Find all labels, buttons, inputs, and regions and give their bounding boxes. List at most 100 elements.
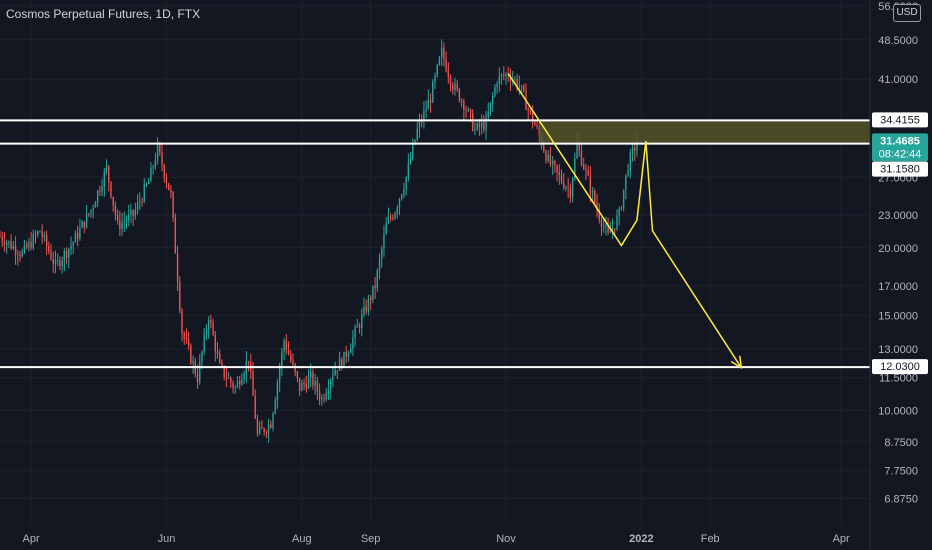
candle-body (629, 152, 632, 171)
candle-body (472, 113, 474, 131)
candle-body (432, 81, 434, 103)
candle-body (210, 320, 212, 323)
candle-body (565, 187, 567, 189)
candle-body (334, 370, 336, 376)
candle-body (103, 171, 106, 187)
candle-body (600, 219, 603, 227)
candle-body (636, 142, 638, 151)
candle-body (305, 383, 307, 389)
candle-body (79, 227, 81, 239)
candle-body (336, 370, 339, 372)
candle-body (23, 244, 26, 252)
candle-body (520, 85, 523, 87)
candle-body (412, 143, 414, 159)
level-badge-text: 31.1580 (880, 164, 920, 176)
candle-body (221, 363, 223, 366)
price-tick-label: 11.5000 (879, 373, 918, 385)
time-tick-label: Apr (833, 533, 850, 545)
candle-body (227, 377, 230, 379)
candle-body (314, 381, 316, 386)
candle-body (307, 377, 310, 389)
last-price-badge-text: 08:42:44 (879, 148, 922, 160)
time-axis: Apr Jun Aug Sep Nov 2022 Feb Apr (23, 533, 851, 545)
candle-body (212, 322, 214, 335)
candle-body (223, 365, 225, 377)
currency-button[interactable]: USD (893, 4, 921, 22)
candle-body (167, 183, 170, 190)
candle-body (128, 214, 130, 221)
candle-body (172, 192, 174, 218)
candle-body (480, 122, 483, 128)
candle-body (43, 235, 46, 237)
candle-body (467, 109, 469, 111)
candle-body (61, 260, 63, 267)
price-tick-label: 10.0000 (878, 406, 918, 418)
candle-body (123, 221, 125, 223)
candle-body (587, 169, 589, 176)
candle-body (114, 205, 117, 215)
time-tick-label: Sep (361, 533, 381, 545)
candle-body (436, 64, 438, 76)
candle-body (3, 241, 6, 246)
candle-body (121, 222, 123, 229)
candle-body (88, 213, 90, 215)
candle-body (52, 259, 54, 265)
candle-body (21, 251, 23, 257)
candle-body (547, 154, 549, 161)
candle-body (578, 143, 580, 151)
candle-body (267, 424, 270, 433)
candle-body (283, 340, 285, 352)
candle-body (274, 400, 276, 414)
candle-body (238, 381, 241, 385)
candle-body (531, 111, 534, 123)
candle-body (287, 350, 290, 355)
candle-body (278, 368, 281, 383)
candle-body (136, 202, 139, 210)
projection-path[interactable] (507, 73, 742, 369)
candle-body (378, 259, 381, 271)
candle-body (185, 338, 188, 340)
candle-body (363, 306, 365, 315)
candle-body (614, 228, 616, 230)
candle-body (134, 209, 137, 216)
time-tick-label: Aug (292, 533, 312, 545)
candle-body (447, 70, 450, 77)
candle-body (505, 73, 507, 76)
price-tick-label: 8.7500 (884, 437, 918, 449)
candle-body (358, 326, 361, 329)
candle-body (591, 190, 594, 193)
candle-body (192, 361, 194, 364)
candle-body (45, 235, 48, 246)
candle-body (460, 100, 463, 102)
resistance-zone[interactable] (539, 120, 870, 144)
candle-body (554, 160, 556, 166)
candle-body (503, 74, 505, 76)
candle-body (19, 255, 21, 257)
candle-body (34, 234, 37, 236)
candle-body (398, 198, 401, 208)
candle-body (59, 259, 61, 267)
candle-body (10, 241, 12, 249)
chart-title: Cosmos Perpetual Futures, 1D, FTX (6, 7, 201, 21)
candle-body (161, 152, 163, 166)
level-badge-bg (872, 359, 928, 375)
level-badge-text: 34.4155 (880, 114, 920, 126)
candle-body (94, 202, 97, 208)
candle-body (8, 241, 10, 243)
candle-body (376, 270, 378, 289)
time-tick-label: Feb (701, 533, 720, 545)
candle-body (232, 382, 234, 388)
candle-body (420, 120, 423, 122)
candle-body (205, 329, 208, 335)
candle-body (416, 128, 418, 140)
candle-body (96, 190, 99, 203)
candle-body (170, 189, 172, 193)
candle-body (605, 225, 607, 227)
candle-body (625, 174, 627, 190)
candle-body (329, 380, 332, 390)
candle-body (325, 393, 327, 399)
candle-body (456, 83, 458, 89)
candle-body (596, 203, 598, 211)
candle-body (265, 432, 268, 434)
